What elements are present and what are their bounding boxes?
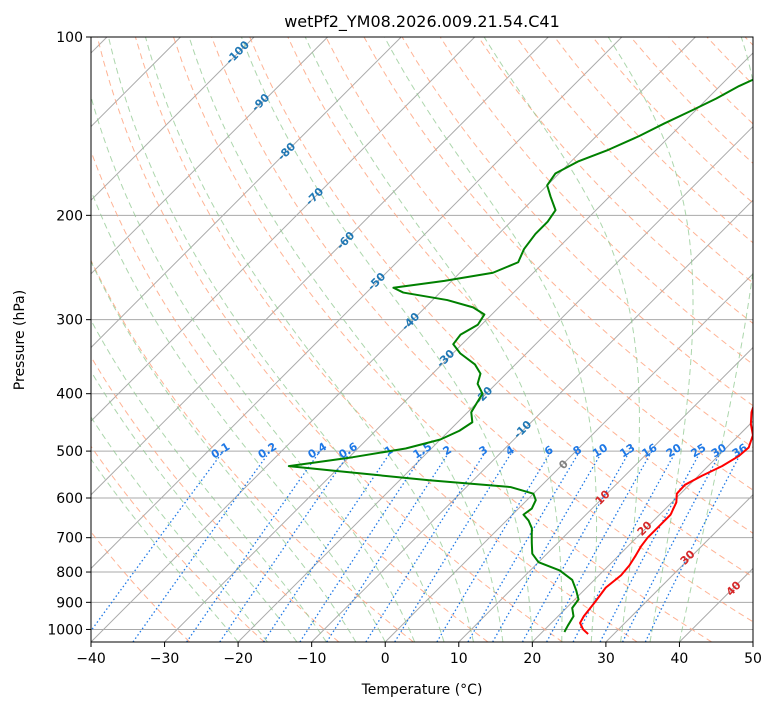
plot-background [91, 37, 753, 642]
x-tick-label: −10 [297, 651, 327, 667]
mixing-ratio-line [394, 450, 514, 642]
isotherm-line [237, 125, 753, 642]
moist-adiabat-line [91, 319, 327, 642]
dry-adiabat-line [134, 37, 638, 642]
moist-adiabat-line [383, 37, 598, 642]
isotherm-line [458, 346, 753, 642]
moist-adiabat-line [91, 260, 357, 642]
x-tick-label: 50 [744, 651, 762, 667]
moist-adiabat-line [240, 37, 533, 642]
mixing-ratio-line [572, 450, 677, 642]
dry-adiabat-line [211, 37, 753, 623]
dry-adiabat-line [173, 37, 713, 642]
y-tick-label: 300 [56, 313, 83, 329]
dry-adiabat-line [91, 445, 265, 642]
dry-adiabat-line [516, 37, 753, 284]
isotherm-line [605, 494, 753, 642]
mixing-ratio-line [219, 450, 352, 642]
y-tick-label: 100 [56, 30, 83, 46]
isotherm-line [91, 37, 255, 201]
moist-adiabat-line [188, 37, 504, 642]
y-tick-label: 200 [56, 208, 83, 224]
x-axis-label: Temperature (°C) [361, 682, 483, 698]
mixing-ratio-line [299, 450, 426, 642]
moist-adiabat-line [678, 37, 753, 642]
moist-adiabat-line [108, 37, 445, 642]
mixing-ratio-line [132, 450, 271, 642]
dry-adiabat-line [325, 37, 753, 491]
moist-adiabat-line [91, 416, 268, 642]
x-tick-label: −20 [223, 651, 253, 667]
isotherm-line [531, 420, 753, 642]
moist-adiabat-line [91, 189, 386, 642]
dry-adiabat-line [96, 37, 563, 642]
moist-adiabat-line [607, 37, 694, 642]
isotherm-line [752, 641, 753, 642]
isotherm-line [164, 52, 753, 642]
y-tick-label: 800 [56, 565, 83, 581]
moist-adiabat-line [91, 458, 239, 642]
isotherm-line [91, 37, 549, 496]
moist-adiabat-line [145, 37, 474, 642]
dewpoint-profile-line [287, 78, 753, 633]
dry-adiabat-line [91, 259, 414, 642]
y-tick-label: 600 [56, 491, 83, 507]
isotherm-line [91, 37, 402, 349]
x-tick-label: 30 [597, 651, 615, 667]
plot-frame [90, 36, 754, 643]
mixing-ratio-line [644, 450, 743, 642]
mixing-ratio-line [326, 450, 451, 642]
moist-adiabat-line [91, 95, 416, 642]
x-tick-label: 40 [671, 651, 689, 667]
y-tick-label: 700 [56, 531, 83, 547]
x-tick-label: −30 [150, 651, 180, 667]
x-tick-label: −40 [76, 651, 106, 667]
moist-adiabat-line [91, 370, 298, 642]
dry-adiabat-line [249, 37, 753, 578]
y-tick-label: 900 [56, 595, 83, 611]
mixing-ratio-line [262, 450, 392, 642]
x-tick-label: 0 [381, 651, 390, 667]
dry-adiabat-line [287, 37, 753, 534]
temperature-profile-line [579, 404, 753, 635]
y-tick-label: 500 [56, 444, 83, 460]
moist-adiabat-line [304, 37, 563, 642]
y-tick-label: 400 [56, 387, 83, 403]
isotherm-line [384, 273, 753, 642]
mixing-ratio-line [91, 450, 224, 632]
mixing-ratio-line [546, 450, 653, 642]
y-axis-label: Pressure (hPa) [12, 290, 28, 390]
x-tick-label: 20 [523, 651, 541, 667]
mixing-ratio-line [521, 450, 631, 642]
x-tick-label: 10 [450, 651, 468, 667]
chart-title: wetPf2_YM08.2026.009.21.54.C41 [284, 12, 560, 32]
moist-adiabat-line [483, 37, 640, 642]
mixing-ratio-line [186, 450, 321, 642]
dry-adiabat-line [91, 355, 340, 642]
isotherm-line [91, 37, 696, 642]
y-tick-label: 1000 [47, 622, 83, 638]
isotherm-line [91, 37, 476, 422]
isotherm-line [91, 37, 328, 275]
isotherm-line [91, 37, 623, 570]
